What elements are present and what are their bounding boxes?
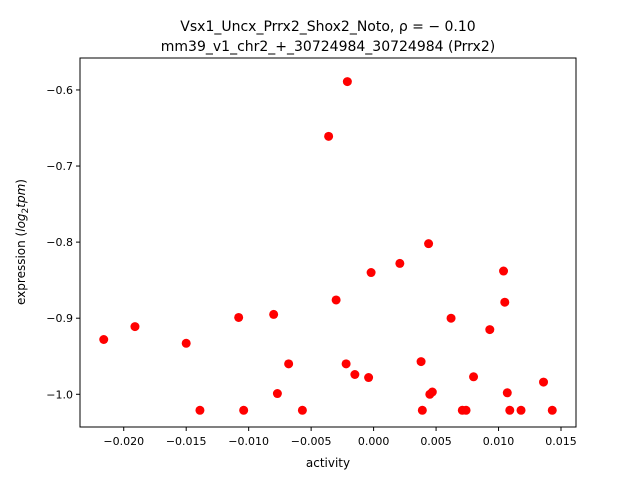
y-tick-label-2: −0.7	[46, 160, 73, 173]
y-axis-label-close: )	[14, 179, 28, 184]
y-tick-label-1: −0.6	[46, 84, 73, 97]
chart-title-line2: mm39_v1_chr2_+_30724984_30724984 (Prrx2)	[161, 39, 495, 55]
data-point-13	[342, 77, 352, 87]
data-points	[99, 77, 557, 415]
x-tick-label-4: −0.005	[291, 435, 332, 448]
data-point-1	[99, 335, 109, 345]
y-axis-label: expression (log2tpm)	[14, 179, 31, 305]
y-tick-label-5: −1.0	[46, 388, 73, 401]
x-axis-label: activity	[306, 456, 350, 470]
y-tick-label-3: −0.8	[46, 236, 73, 249]
data-point-12	[331, 295, 341, 305]
x-tick-label-1: −0.020	[103, 435, 144, 448]
x-tick-label-2: −0.015	[166, 435, 207, 448]
data-point-10	[297, 405, 307, 415]
data-point-33	[516, 405, 526, 415]
y-axis-label-main: expression (	[14, 232, 28, 305]
data-point-34	[539, 377, 549, 387]
y-axis-label-subscript: 2	[21, 208, 31, 214]
data-point-23	[427, 387, 437, 397]
x-tick-label-7: 0.010	[483, 435, 515, 448]
y-axis-label-tpm: tpm	[14, 184, 28, 208]
data-point-16	[364, 373, 374, 383]
chart-title-line1: Vsx1_Uncx_Prrx2_Shox2_Noto, ρ = − 0.10	[180, 19, 475, 35]
x-tick-label-8: 0.015	[545, 435, 577, 448]
data-point-21	[424, 239, 434, 249]
data-point-3	[181, 338, 191, 348]
data-point-35	[547, 405, 557, 415]
data-point-4	[195, 405, 205, 415]
data-point-20	[417, 405, 427, 415]
data-point-9	[284, 359, 294, 369]
y-axis-label-log: log	[14, 213, 28, 232]
data-point-27	[469, 372, 479, 382]
data-point-7	[269, 309, 279, 319]
data-point-5	[234, 312, 244, 322]
data-point-11	[324, 131, 334, 141]
data-point-15	[350, 370, 360, 380]
x-axis-ticks: −0.020 −0.015 −0.010 −0.005 0.000 0.005 0.010 0…	[103, 427, 577, 448]
x-tick-label-6: 0.005	[420, 435, 452, 448]
data-point-18	[395, 258, 405, 268]
data-point-30	[500, 297, 510, 307]
data-point-32	[505, 405, 515, 415]
data-point-28	[485, 325, 495, 335]
data-point-17	[366, 268, 376, 278]
data-point-8	[272, 389, 282, 399]
data-point-14	[341, 359, 351, 369]
y-tick-label-4: −0.9	[46, 312, 73, 325]
x-tick-label-5: 0.000	[358, 435, 390, 448]
y-axis-ticks: −0.6 −0.7 −0.8 −0.9 −1.0	[46, 84, 80, 401]
x-tick-label-3: −0.010	[228, 435, 269, 448]
data-point-2	[130, 322, 140, 332]
data-point-19	[416, 357, 426, 367]
data-point-31	[502, 388, 512, 398]
data-point-6	[239, 405, 249, 415]
data-point-24	[446, 313, 456, 323]
data-point-26	[461, 405, 471, 415]
data-point-29	[499, 266, 509, 276]
